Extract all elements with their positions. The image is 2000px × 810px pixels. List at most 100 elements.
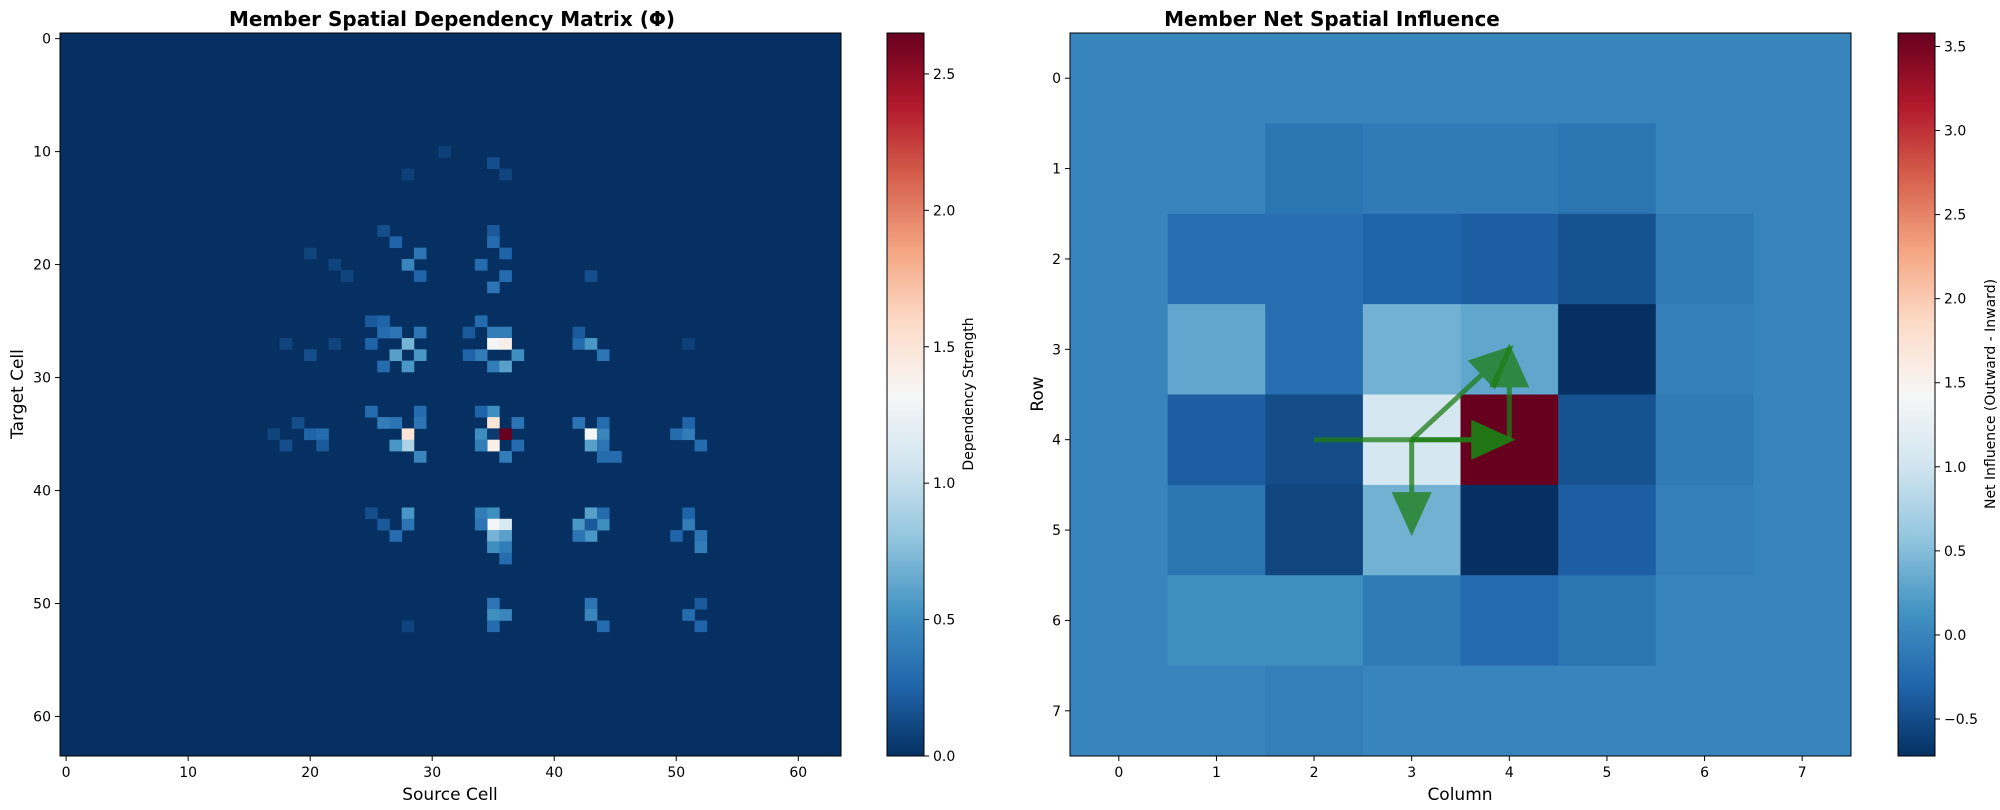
right-plot-frame xyxy=(1069,32,1852,757)
heatmap-cell xyxy=(1460,484,1559,576)
heatmap-cell xyxy=(694,439,708,452)
heatmap-cell xyxy=(377,326,390,339)
heatmap-cell xyxy=(1460,33,1559,124)
heatmap-cell xyxy=(596,507,610,520)
heatmap-cell xyxy=(474,439,488,452)
heatmap-cell xyxy=(377,360,390,373)
colorbar-tick-label: 1.0 xyxy=(933,476,955,492)
heatmap-cell xyxy=(389,236,403,249)
x-tick-label: 3 xyxy=(1407,765,1416,781)
heatmap-cell xyxy=(377,225,390,237)
colorbar-tick-label: 0.0 xyxy=(933,749,955,765)
heatmap-cell xyxy=(499,609,512,621)
heatmap-cell xyxy=(1460,575,1559,667)
heatmap-cell xyxy=(1070,665,1169,757)
heatmap-cell xyxy=(1460,123,1559,215)
heatmap-cell xyxy=(304,428,317,441)
x-tick-label: 6 xyxy=(1700,765,1709,781)
heatmap-cell xyxy=(328,258,342,271)
heatmap-cell xyxy=(682,518,695,531)
heatmap-cell xyxy=(401,168,415,181)
heatmap-cell xyxy=(413,417,427,429)
heatmap-cell xyxy=(596,439,610,452)
colorbar-tick-label: 3.0 xyxy=(1944,124,1966,140)
heatmap-cell xyxy=(377,518,390,531)
left-heatmap-cells xyxy=(267,145,708,633)
heatmap-cell xyxy=(499,450,512,463)
heatmap-cell xyxy=(389,326,403,339)
heatmap-cell xyxy=(1167,665,1266,757)
heatmap-cell xyxy=(1167,304,1266,395)
heatmap-cell xyxy=(487,236,500,249)
heatmap-cell xyxy=(596,417,610,429)
heatmap-cell xyxy=(1265,304,1364,395)
heatmap-cell xyxy=(609,450,622,463)
heatmap-cell xyxy=(487,609,500,621)
right-colorbar-label: Net Influence (Outward - Inward) xyxy=(1983,279,1999,509)
heatmap-cell xyxy=(1558,123,1657,215)
heatmap-cell xyxy=(1558,484,1657,576)
y-tick-label: 0 xyxy=(42,32,51,48)
heatmap-cell xyxy=(499,518,512,531)
y-tick-label: 6 xyxy=(1052,613,1061,629)
heatmap-cell xyxy=(1167,394,1266,486)
heatmap-cell xyxy=(1460,213,1559,305)
heatmap-cell xyxy=(499,270,512,282)
heatmap-cell xyxy=(487,326,500,339)
heatmap-cell xyxy=(499,326,512,339)
heatmap-cell xyxy=(365,507,378,520)
heatmap-cell xyxy=(401,518,415,531)
x-tick-label: 2 xyxy=(1310,765,1319,781)
heatmap-cell xyxy=(401,507,415,520)
heatmap-cell xyxy=(584,609,598,621)
influence-arrow xyxy=(1409,345,1514,442)
heatmap-cell xyxy=(462,326,476,339)
colorbar-tick-label: 2.0 xyxy=(933,203,955,219)
heatmap-cell xyxy=(596,620,610,633)
right-x-axis-label: Column xyxy=(1427,785,1492,805)
x-tick-label: 1 xyxy=(1212,765,1221,781)
y-tick-label: 20 xyxy=(33,258,51,274)
y-tick-label: 60 xyxy=(33,709,51,725)
heatmap-cell xyxy=(474,315,488,328)
x-tick-label: 30 xyxy=(423,765,441,781)
x-tick-label: 7 xyxy=(1798,765,1807,781)
heatmap-cell xyxy=(340,270,354,282)
right-y-axis-label: Row xyxy=(1028,376,1048,411)
left-x-axis-label: Source Cell xyxy=(402,785,498,805)
heatmap-cell xyxy=(401,439,415,452)
right-colorbar-ticks: −0.5 0.0 0.5 1.0 1.5 2.0 2.5 3.0 3.5 xyxy=(1935,39,1978,728)
heatmap-cell xyxy=(694,597,708,610)
right-colorbar-frame xyxy=(1897,32,1936,757)
heatmap-cell xyxy=(413,247,427,260)
heatmap-cell xyxy=(291,417,305,429)
left-colorbar-label: Dependency Strength xyxy=(961,317,977,470)
heatmap-cell xyxy=(487,597,500,610)
heatmap-cell xyxy=(487,428,500,441)
colorbar-tick-label: 1.5 xyxy=(1944,376,1966,392)
heatmap-cell xyxy=(1558,394,1657,486)
heatmap-cell xyxy=(584,507,598,520)
x-tick-label: 4 xyxy=(1505,765,1514,781)
heatmap-cell xyxy=(1070,33,1169,124)
heatmap-cell xyxy=(377,417,390,429)
heatmap-cell xyxy=(1753,123,1852,215)
heatmap-cell xyxy=(584,597,598,610)
heatmap-cell xyxy=(438,145,451,158)
heatmap-cell xyxy=(1362,33,1461,124)
heatmap-cell xyxy=(584,428,598,441)
y-tick-label: 4 xyxy=(1052,433,1061,449)
heatmap-cell xyxy=(267,428,281,441)
colorbar-tick-label: 1.5 xyxy=(933,340,955,356)
heatmap-cell xyxy=(584,518,598,531)
influence-arrow xyxy=(1391,439,1432,537)
influence-arrows xyxy=(1314,343,1530,537)
heatmap-cell xyxy=(572,417,586,429)
heatmap-cell xyxy=(1265,484,1364,576)
heatmap-cell xyxy=(1070,394,1169,486)
heatmap-cell xyxy=(1655,213,1754,305)
heatmap-cell xyxy=(487,360,500,373)
heatmap-cell xyxy=(1753,484,1852,576)
heatmap-cell xyxy=(401,428,415,441)
heatmap-cell xyxy=(401,360,415,373)
